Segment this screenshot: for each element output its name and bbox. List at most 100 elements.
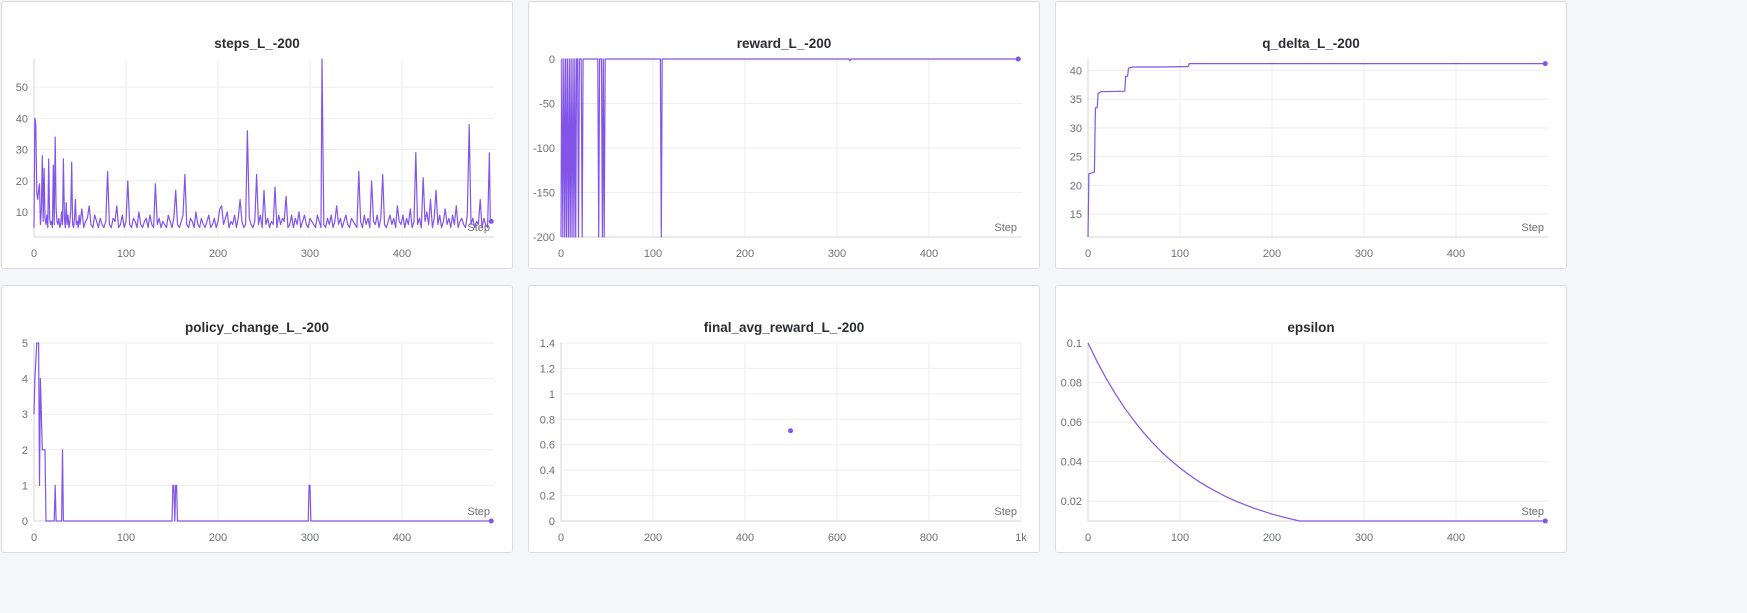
- chart-title: steps_L_-200: [214, 36, 300, 51]
- y-tick-label: 10: [16, 207, 28, 219]
- x-tick-label: 200: [1263, 248, 1281, 260]
- chart-title: final_avg_reward_L_-200: [703, 320, 865, 335]
- x-tick-label: 400: [393, 532, 411, 544]
- x-tick-label: 0: [31, 532, 37, 544]
- y-tick-label: -50: [539, 99, 555, 111]
- chart-svg: 0 1 2 3 4 5 0 100 200 300 400 Step: [22, 338, 494, 544]
- x-tick-label: 200: [1263, 532, 1281, 544]
- y-tick-label: 40: [16, 113, 28, 125]
- x-tick-label: 400: [1447, 248, 1465, 260]
- x-axis-label: Step: [994, 506, 1017, 518]
- y-tick-label: 20: [1070, 180, 1082, 192]
- y-tick-label: 0.4: [540, 465, 555, 477]
- series-line: [33, 58, 492, 229]
- chart-title: q_delta_L_-200: [1262, 36, 1360, 51]
- y-tick-label: 0: [549, 54, 555, 66]
- chart-panel-steps: steps_L_-200 10 20 30 40 50 0 100 200 300 400 Step: [1, 1, 513, 269]
- x-tick-label: 100: [117, 532, 135, 544]
- x-axis-label: Step: [1521, 506, 1544, 518]
- x-tick-label: 0: [31, 248, 37, 260]
- y-tick-label: 3: [22, 409, 28, 421]
- y-tick-label: 2: [22, 445, 28, 457]
- x-tick-label: 0: [558, 532, 564, 544]
- y-tick-label: 0.08: [1061, 378, 1082, 390]
- x-axis-label: Step: [467, 506, 490, 518]
- x-tick-label: 0: [558, 248, 564, 260]
- y-tick-label: 0: [22, 516, 28, 528]
- x-tick-label: 100: [644, 248, 662, 260]
- y-tick-label: 0.6: [540, 440, 555, 452]
- chart-svg: 0.02 0.04 0.06 0.08 0.1 0 100 200 300 400 Step: [1061, 338, 1548, 544]
- x-tick-label: 0: [1085, 532, 1091, 544]
- x-tick-label: 1k: [1015, 532, 1027, 544]
- x-tick-label: 400: [393, 248, 411, 260]
- chart-panel-final-avg-reward: final_avg_reward_L_-200 0 0.2 0.4 0.6 0.8 1 1.…: [528, 285, 1040, 553]
- y-tick-label: -150: [533, 188, 555, 200]
- y-tick-label: 1: [549, 389, 555, 401]
- chart-panel-q-delta: q_delta_L_-200 15 20 25 30 35 40 0 100 200 300 400…: [1055, 1, 1567, 269]
- chart-svg: 10 20 30 40 50 0 100 200 300 400 Step: [16, 58, 494, 260]
- y-tick-label: 0.02: [1061, 496, 1082, 508]
- series-end-point: [488, 518, 494, 524]
- x-tick-label: 600: [828, 532, 846, 544]
- x-tick-label: 300: [301, 248, 319, 260]
- y-tick-label: 5: [22, 338, 28, 350]
- y-tick-label: -100: [533, 143, 555, 155]
- x-tick-label: 200: [209, 248, 227, 260]
- x-tick-label: 100: [1171, 248, 1189, 260]
- x-tick-label: 400: [736, 532, 754, 544]
- series-line: [33, 342, 492, 522]
- y-tick-label: 40: [1070, 65, 1082, 77]
- chart-panel-reward: reward_L_-200 0 -50 -100 -150 -200 0 100 200 300…: [528, 1, 1040, 269]
- y-tick-label: 0.06: [1061, 417, 1082, 429]
- series-line: [1087, 342, 1546, 522]
- series-line: [1087, 63, 1546, 238]
- y-tick-label: 15: [1070, 209, 1082, 221]
- data-point: [788, 428, 794, 434]
- chart-svg: 0 0.2 0.4 0.6 0.8 1 1.2 1.4 0 200 400 600 800 1k Step: [540, 338, 1028, 544]
- y-tick-label: 1: [22, 480, 28, 492]
- series-end-point: [488, 218, 494, 224]
- x-tick-label: 300: [1355, 248, 1373, 260]
- y-tick-label: 35: [1070, 94, 1082, 106]
- x-tick-label: 300: [1355, 532, 1373, 544]
- x-tick-label: 400: [920, 248, 938, 260]
- x-tick-label: 200: [736, 248, 754, 260]
- y-tick-label: 50: [16, 82, 28, 94]
- chart-panel-policy-change: policy_change_L_-200 0 1 2 3 4 5 0 100 200 300 400…: [1, 285, 513, 553]
- y-tick-label: 30: [1070, 123, 1082, 135]
- x-tick-label: 100: [1171, 532, 1189, 544]
- x-tick-label: 200: [209, 532, 227, 544]
- series-line: [560, 58, 1019, 238]
- series-end-point: [1542, 518, 1548, 524]
- x-tick-label: 400: [1447, 532, 1465, 544]
- y-tick-label: 0.1: [1067, 338, 1082, 350]
- chart-title: policy_change_L_-200: [184, 320, 330, 335]
- chart-panel-epsilon: epsilon 0.02 0.04 0.06 0.08 0.1 0 100 200 300 400…: [1055, 285, 1567, 553]
- x-axis-label: Step: [467, 222, 490, 234]
- series-end-point: [1542, 61, 1548, 67]
- x-axis-label: Step: [1521, 222, 1544, 234]
- x-tick-label: 300: [828, 248, 846, 260]
- x-tick-label: 0: [1085, 248, 1091, 260]
- y-tick-label: 1.4: [540, 338, 555, 350]
- series-end-point: [1015, 56, 1021, 62]
- chart-title: reward_L_-200: [736, 36, 832, 51]
- y-tick-label: 25: [1070, 152, 1082, 164]
- y-tick-label: -200: [533, 232, 555, 244]
- y-tick-label: 0.8: [540, 414, 555, 426]
- y-tick-label: 30: [16, 145, 28, 157]
- y-tick-label: 4: [22, 374, 28, 386]
- y-tick-label: 20: [16, 176, 28, 188]
- x-tick-label: 800: [920, 532, 938, 544]
- y-tick-label: 0: [549, 516, 555, 528]
- chart-title: epsilon: [1287, 320, 1335, 335]
- y-tick-label: 0.04: [1061, 457, 1082, 469]
- x-tick-label: 300: [301, 532, 319, 544]
- y-tick-label: 1.2: [540, 363, 555, 375]
- x-tick-label: 100: [117, 248, 135, 260]
- y-tick-label: 0.2: [540, 491, 555, 503]
- x-tick-label: 200: [644, 532, 662, 544]
